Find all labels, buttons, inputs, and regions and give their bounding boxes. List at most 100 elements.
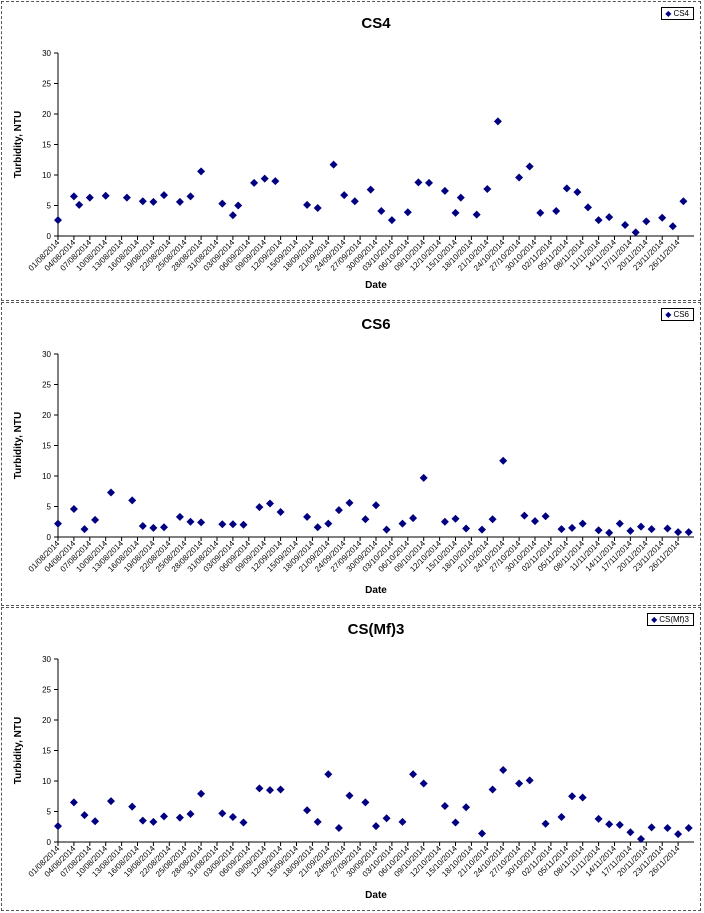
data-point <box>361 798 370 807</box>
y-tick-label: 5 <box>47 202 52 211</box>
data-point <box>573 188 582 197</box>
data-point <box>642 217 651 226</box>
data-point <box>663 524 672 533</box>
y-tick-label: 25 <box>42 80 51 89</box>
data-point <box>260 174 269 183</box>
data-point <box>345 791 354 800</box>
data-point <box>594 814 603 823</box>
data-point <box>488 515 497 524</box>
chart-panel-cs4: CS4 0 5 10 15 20 25 30 01/08/2014 04/08/2014 07/08… <box>1 1 701 301</box>
data-point <box>414 178 423 187</box>
data-point <box>562 184 571 193</box>
legend: ◆ CS6 <box>661 308 694 321</box>
data-point <box>382 814 391 823</box>
data-point <box>557 812 566 821</box>
data-point <box>515 173 524 182</box>
data-point <box>372 501 380 510</box>
data-point <box>329 160 338 169</box>
y-tick-label: 5 <box>47 808 52 817</box>
diamond-marker-icon: ◆ <box>665 310 672 319</box>
data-point <box>69 798 78 807</box>
y-axis-label: Turbidity, NTU <box>13 111 24 178</box>
data-point <box>552 206 561 215</box>
data-point <box>663 823 672 832</box>
y-tick-label: 0 <box>47 533 52 542</box>
data-point <box>462 803 471 812</box>
y-tick-label: 0 <box>47 232 52 241</box>
data-point <box>69 192 78 201</box>
data-point <box>175 813 184 822</box>
data-point <box>525 162 534 171</box>
data-point <box>303 512 312 521</box>
data-point <box>568 523 577 532</box>
data-point <box>160 523 168 532</box>
data-point <box>531 517 539 526</box>
y-tick-label: 20 <box>42 716 51 725</box>
data-point <box>541 512 550 521</box>
chart-title: CS6 <box>361 316 390 333</box>
chart-svg-cs4: CS405101520253001/08/201404/08/201407/08… <box>13 15 694 291</box>
x-axis-label: Date <box>365 280 387 291</box>
data-point <box>313 523 322 532</box>
data-point <box>218 809 227 818</box>
data-point <box>276 785 285 794</box>
data-point <box>605 820 614 829</box>
data-point <box>419 473 428 482</box>
chart-title: CS(Mf)3 <box>348 621 405 638</box>
y-tick-label: 30 <box>42 655 51 664</box>
data-point <box>536 208 545 217</box>
y-tick-label: 10 <box>42 472 51 481</box>
legend-label: CS(Mf)3 <box>659 615 689 624</box>
data-point <box>122 193 131 202</box>
data-point <box>451 208 460 217</box>
y-tick-label: 25 <box>42 686 51 695</box>
data-point <box>228 812 237 821</box>
data-point <box>91 515 100 524</box>
data-point <box>525 776 534 785</box>
data-point <box>658 213 667 222</box>
data-point <box>228 211 237 220</box>
data-point <box>584 203 592 212</box>
data-point <box>409 770 418 779</box>
data-point <box>615 820 624 829</box>
chart-svg-csmf3: CS(Mf)305101520253001/08/201404/08/20140… <box>13 621 694 901</box>
data-point <box>350 197 359 206</box>
data-point <box>398 519 407 528</box>
data-point <box>197 167 206 176</box>
data-point <box>440 186 449 195</box>
chart-panel-cs6: CS6 0 5 10 15 20 25 30 01/08/2014 04/08/2014 07/08… <box>1 302 701 606</box>
data-point <box>197 789 206 798</box>
data-point <box>520 511 529 520</box>
chart-svg-cs6: CS605101520253001/08/201404/08/201407/08… <box>13 316 694 596</box>
data-point <box>578 519 587 528</box>
data-point <box>478 525 486 534</box>
data-point <box>54 519 62 528</box>
data-point <box>472 210 481 219</box>
data-point <box>186 192 195 201</box>
data-point <box>149 523 158 532</box>
data-point <box>324 519 333 528</box>
data-point <box>541 819 550 828</box>
data-point <box>138 816 147 825</box>
data-point <box>409 514 418 523</box>
data-point <box>398 817 407 826</box>
data-point <box>218 520 227 529</box>
data-point <box>626 828 635 837</box>
data-point <box>631 228 640 237</box>
data-point <box>425 178 433 187</box>
legend-label: CS6 <box>673 310 689 319</box>
data-point <box>276 507 285 516</box>
data-point <box>80 525 89 534</box>
data-point <box>334 506 343 515</box>
data-point <box>515 779 524 788</box>
data-point <box>160 191 168 200</box>
data-point <box>149 197 158 206</box>
data-point <box>605 213 614 222</box>
data-point <box>250 178 259 187</box>
data-point <box>75 200 84 209</box>
data-point <box>499 456 508 465</box>
y-tick-label: 15 <box>42 747 51 756</box>
data-point <box>626 526 635 535</box>
data-point <box>239 520 248 529</box>
data-point <box>228 520 237 529</box>
